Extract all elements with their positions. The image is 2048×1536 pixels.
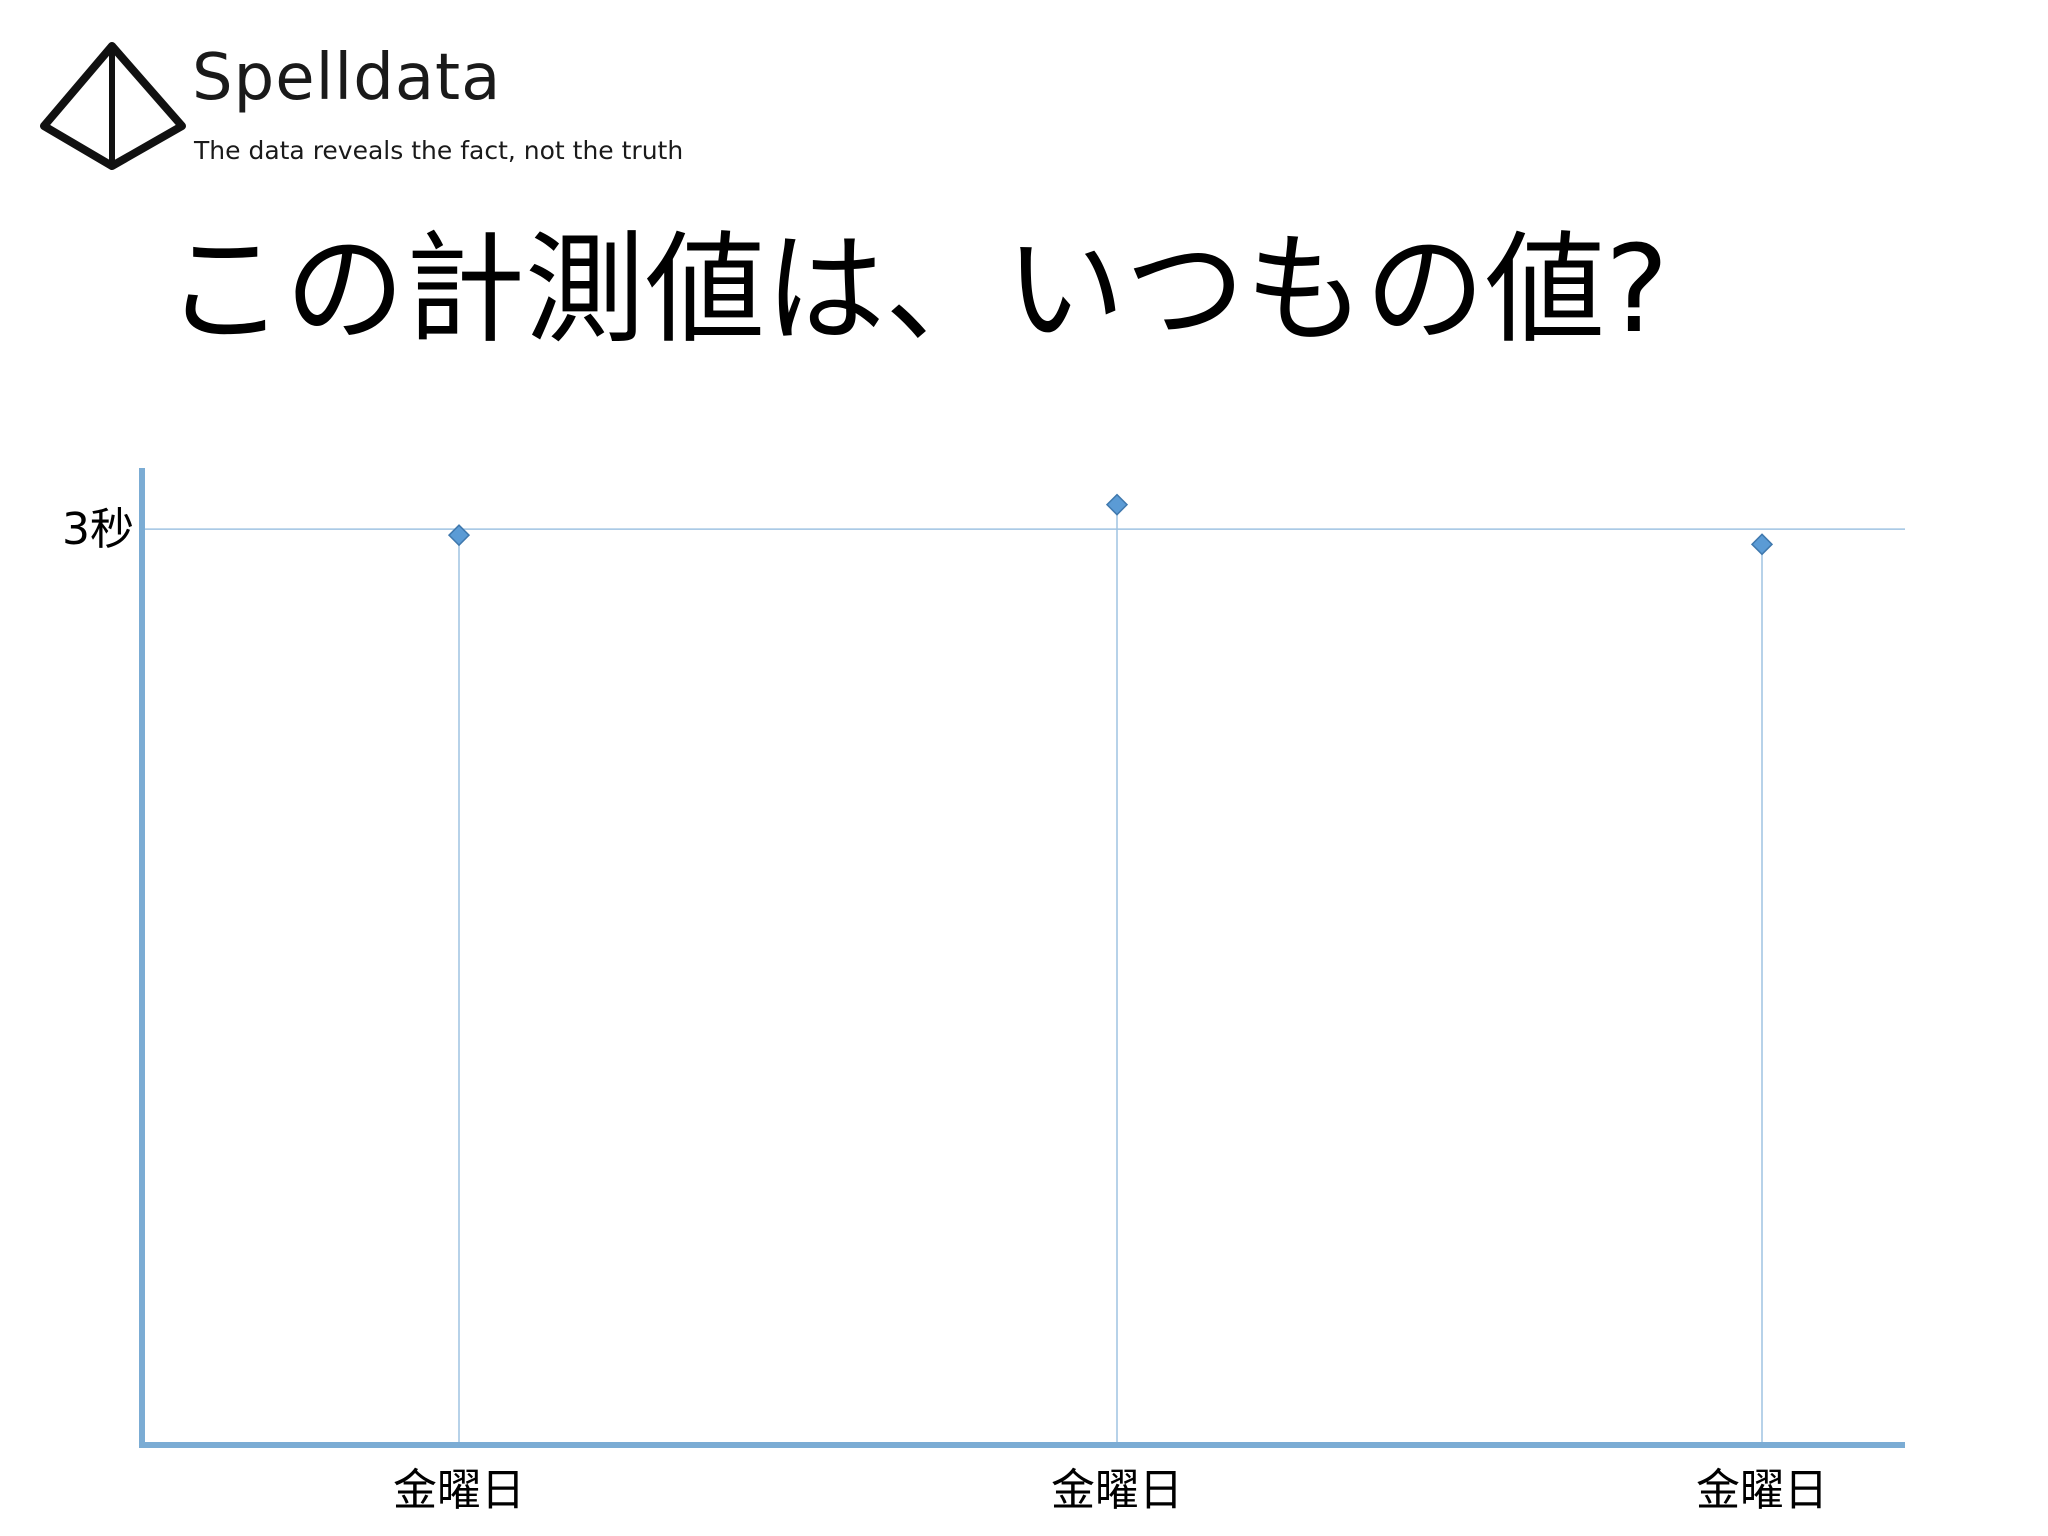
y-tick-label-0: 3秒 <box>62 504 134 555</box>
logo-name: Spelldata <box>192 41 502 115</box>
diamond-logo-icon <box>40 42 186 170</box>
data-point-2 <box>1750 533 1774 556</box>
x-tick-label-1: 金曜日 <box>1051 1465 1183 1516</box>
x-tick-label-0: 金曜日 <box>393 1465 525 1516</box>
logo-tagline: The data reveals the fact, not the truth <box>194 136 684 165</box>
x-tick-label-2: 金曜日 <box>1696 1465 1828 1516</box>
data-point-0 <box>447 524 471 547</box>
page-title: この計測値は、いつもの値? <box>165 221 1669 360</box>
spelldata-logo: Spelldata The data reveals the fact, not… <box>40 40 720 180</box>
data-point-1 <box>1105 493 1129 516</box>
